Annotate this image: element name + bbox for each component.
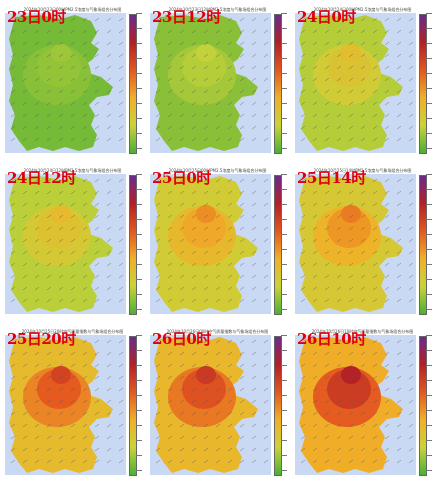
pollution-map [150, 174, 271, 314]
wind-barbs [10, 178, 124, 303]
color-scale-bar [419, 175, 427, 315]
time-label: 23日12时 [152, 8, 221, 26]
pollution-map [5, 174, 126, 314]
pollution-map [295, 174, 416, 314]
panel-title: 2024年10月26日10时空气质量指数与气象场组合分布图 [311, 329, 414, 334]
pollution-zone-heavy [182, 208, 226, 248]
pollution-zone-heavy [37, 208, 81, 248]
map-svg [5, 13, 126, 153]
pollution-zone-heavy [182, 369, 226, 409]
forecast-panel: 2024年10月25日20时空气质量指数与气象场组合分布图 25日20时 [3, 327, 142, 485]
panel-footer [296, 155, 429, 161]
color-scale-ticks [426, 13, 432, 153]
pollution-map [5, 335, 126, 475]
wind-barbs [300, 339, 414, 464]
time-label: 25日0时 [152, 169, 211, 187]
forecast-panel: 2024年10月26日10时空气质量指数与气象场组合分布图 26日10时 [293, 327, 432, 485]
map-svg [295, 335, 416, 475]
panel-footer [296, 477, 429, 483]
color-scale-ticks [426, 174, 432, 314]
panel-title: 2024年10月26日00时空气质量指数与气象场组合分布图 [166, 329, 269, 334]
map-svg [5, 174, 126, 314]
color-scale-ticks [136, 335, 142, 475]
panel-footer [151, 477, 284, 483]
wind-barbs [10, 17, 124, 142]
panel-title: 2024年10月24日00时PM2.5浓度与气象场组合分布图 [313, 7, 412, 12]
wind-barbs [10, 339, 124, 464]
pollution-zone-heavy [37, 47, 81, 87]
pollution-zone-severe [341, 44, 361, 62]
pollution-zone-heavy [327, 369, 371, 409]
wind-barbs [155, 339, 269, 464]
wind-barbs [300, 17, 414, 142]
color-scale-bar [419, 336, 427, 476]
map-svg [295, 13, 416, 153]
panel-footer [296, 316, 429, 322]
color-scale-ticks [426, 335, 432, 475]
color-scale-ticks [281, 174, 287, 314]
panel-title: 2024年10月23日12时PM2.5浓度与气象场组合分布图 [168, 7, 267, 12]
pollution-zone-severe [196, 44, 216, 62]
time-label: 24日12时 [7, 169, 76, 187]
color-scale-ticks [281, 335, 287, 475]
pollution-zone-severe [196, 205, 216, 223]
map-svg [150, 13, 271, 153]
color-scale-ticks [136, 13, 142, 153]
color-scale-ticks [136, 174, 142, 314]
panel-footer [151, 155, 284, 161]
pollution-zone-severe [51, 44, 71, 62]
panel-title: 2024年10月25日14时PM2.5浓度与气象场组合分布图 [313, 168, 412, 173]
forecast-panel: 2024年10月25日14时PM2.5浓度与气象场组合分布图 25日14时 [293, 166, 432, 324]
pollution-zone-heavy [327, 47, 371, 87]
color-scale-bar [129, 175, 137, 315]
forecast-panel: 2024年10月24日12时PM2.5浓度与气象场组合分布图 24日12时 [3, 166, 142, 324]
panel-title: 2024年10月24日12时PM2.5浓度与气象场组合分布图 [23, 168, 122, 173]
color-scale-bar [419, 14, 427, 154]
forecast-panel: 2024年10月26日00时空气质量指数与气象场组合分布图 26日0时 [148, 327, 287, 485]
time-label: 25日14时 [297, 169, 366, 187]
panel-title: 2024年10月23日00时PM2.5浓度与气象场组合分布图 [23, 7, 122, 12]
map-svg [295, 174, 416, 314]
time-label: 25日20时 [7, 330, 76, 348]
map-svg [150, 335, 271, 475]
forecast-panel: 2024年10月25日00时PM2.5浓度与气象场组合分布图 25日0时 [148, 166, 287, 324]
pollution-zone-severe [341, 205, 361, 223]
pollution-map [5, 13, 126, 153]
pollution-map [150, 13, 271, 153]
panel-footer [6, 477, 139, 483]
wind-barbs [300, 178, 414, 303]
wind-barbs [155, 17, 269, 142]
color-scale-bar [274, 175, 282, 315]
time-label: 26日0时 [152, 330, 211, 348]
pollution-zone-severe [51, 366, 71, 384]
pollution-zone-heavy [327, 208, 371, 248]
time-label: 26日10时 [297, 330, 366, 348]
pollution-zone-severe [196, 366, 216, 384]
pollution-map [150, 335, 271, 475]
map-svg [150, 174, 271, 314]
time-label: 24日0时 [297, 8, 356, 26]
panel-footer [6, 316, 139, 322]
pollution-map [295, 13, 416, 153]
pollution-zone-heavy [37, 369, 81, 409]
pollution-zone-severe [51, 205, 71, 223]
color-scale-bar [274, 336, 282, 476]
pollution-map [295, 335, 416, 475]
pollution-zone-severe [341, 366, 361, 384]
color-scale-ticks [281, 13, 287, 153]
forecast-panel: 2024年10月24日00时PM2.5浓度与气象场组合分布图 24日0时 [293, 5, 432, 163]
map-svg [5, 335, 126, 475]
color-scale-bar [129, 14, 137, 154]
pollution-zone-heavy [182, 47, 226, 87]
panel-title: 2024年10月25日00时PM2.5浓度与气象场组合分布图 [168, 168, 267, 173]
time-label: 23日0时 [7, 8, 66, 26]
wind-barbs [155, 178, 269, 303]
forecast-panel: 2024年10月23日00时PM2.5浓度与气象场组合分布图 23日0时 [3, 5, 142, 163]
color-scale-bar [129, 336, 137, 476]
forecast-panel: 2024年10月23日12时PM2.5浓度与气象场组合分布图 23日12时 [148, 5, 287, 163]
panel-footer [151, 316, 284, 322]
panel-footer [6, 155, 139, 161]
color-scale-bar [274, 14, 282, 154]
panel-title: 2024年10月25日20时空气质量指数与气象场组合分布图 [21, 329, 124, 334]
